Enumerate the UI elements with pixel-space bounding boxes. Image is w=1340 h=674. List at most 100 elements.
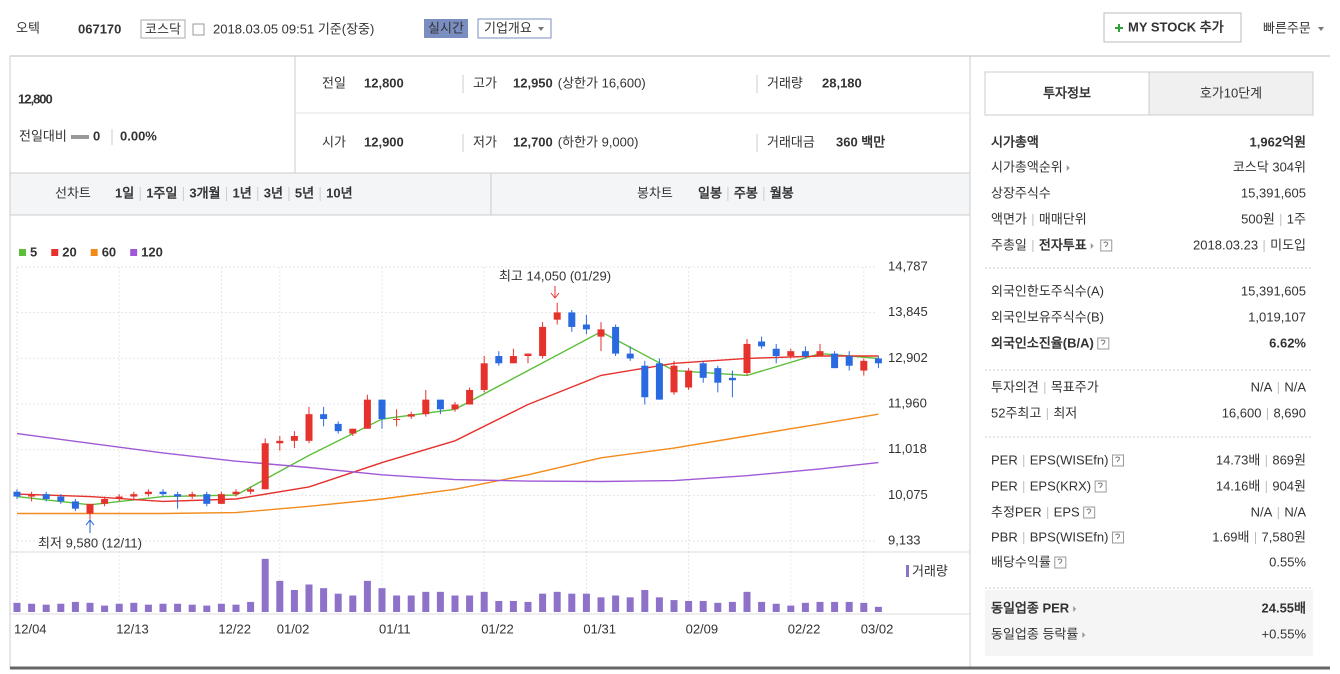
help-icon-mark [1097,482,1103,488]
info-label: 외국인보유주식수(B) [991,309,1104,324]
quick-order[interactable]: 빠른주문 [1263,20,1311,35]
info-value: 24.55배 [1262,600,1307,615]
candle-body [670,365,678,393]
info-label: BPS(WISEfn) [1030,529,1109,544]
more-arrow [1073,606,1077,612]
candle-body [568,312,576,327]
volume-bar [305,584,313,612]
my-stock-label[interactable]: MY STOCK 추가 [1128,19,1224,34]
legend-label: 5 [30,244,37,259]
candle-body [758,341,766,347]
period-tab[interactable]: 1주일 [146,185,177,200]
volume-bar [247,601,255,612]
volume-bar [801,602,809,612]
volume-bar [86,602,94,612]
volume-bar [816,601,824,612]
volume-bar [714,602,722,612]
candle-body [495,356,503,364]
volume-bar [101,605,109,612]
volume-bar [451,595,459,612]
volume-bar [612,595,620,612]
period-tab[interactable]: 3년 [264,185,283,200]
info-label: EPS [1054,504,1080,519]
volume-bar [436,591,444,612]
legend-swatch [130,249,138,256]
volume-legend-label: 거래량 [912,563,948,578]
help-icon-mark [1057,558,1063,564]
x-tick-label: 01/11 [379,621,411,636]
change-rate: 0.00% [120,128,157,143]
quote-value: 12,900 [364,134,404,149]
company-info-label[interactable]: 기업개요 [484,20,532,35]
candle-body [174,494,182,497]
candle-body [130,494,138,497]
quote-value: 12,700 [513,134,553,149]
period-tab[interactable]: 10년 [326,185,352,200]
volume-bar [71,601,79,612]
info-value: 1주 [1287,211,1306,226]
volume-bar [553,591,561,612]
info-value: +0.55% [1262,626,1307,641]
info-value: 6.62% [1269,335,1306,350]
market-badge-box [140,19,186,39]
candle-body [334,423,342,432]
my-stock-button[interactable] [1103,12,1242,43]
side-tab-label[interactable]: 호가10단계 [1200,85,1262,100]
info-label: 시가총액순위 [991,159,1063,174]
candle-body [480,363,488,390]
volume-bar [466,595,474,612]
legend-label: 60 [102,244,116,259]
info-label: 상장주식수 [991,185,1051,200]
period-tab[interactable]: 주봉 [734,185,758,200]
candle-body [787,351,795,357]
info-value: 869원 [1272,452,1306,467]
info-value: 14.16배 [1216,478,1261,493]
candle-body [743,343,751,373]
x-tick-label: 02/09 [686,621,719,636]
plus-icon-v [1118,24,1120,32]
candle-body [685,370,693,388]
candle-body [86,503,94,514]
period-tab[interactable]: 1년 [233,185,252,200]
info-label: 투자의견 [991,379,1039,394]
x-tick-label: 01/22 [481,621,514,636]
info-label: 주총일 [991,237,1027,252]
period-tab[interactable]: 일봉 [698,185,722,200]
info-label: 시가총액 [991,134,1039,149]
dropdown-arrow [1318,27,1324,31]
side-tab[interactable] [1148,71,1314,116]
info-label: PBR [991,529,1018,544]
volume-bar [568,593,576,612]
candle-body [28,494,36,497]
stock-name: 오텍 [16,20,40,35]
period-tab[interactable]: 월봉 [770,185,794,200]
volume-bar [261,558,269,612]
period-tab[interactable]: 1일 [115,185,134,200]
volume-bar [393,595,401,612]
y-tick-label: 10,075 [888,487,928,502]
volume-bar [159,603,167,612]
info-value: N/A [1284,379,1306,394]
y-tick-label: 9,133 [888,532,921,547]
change-value: 0 [93,128,100,143]
period-tab[interactable]: 5년 [295,185,314,200]
info-value: 14.73배 [1216,452,1261,467]
info-value: 1,962억원 [1250,134,1306,149]
info-value: N/A [1251,379,1273,394]
candle-body [261,443,269,490]
volume-bar [115,603,123,612]
info-value: 15,391,605 [1241,185,1306,200]
side-tab-label[interactable]: 투자정보 [1043,85,1091,100]
volume-bar [874,606,882,612]
volume-bar [407,595,415,612]
quote-label: 저가 [473,134,497,149]
quote-value: 360 백만 [836,134,885,149]
candle-body [247,489,255,492]
info-label: 52주최고 [991,405,1041,420]
candle-body [349,428,357,434]
company-info-button[interactable] [477,18,552,39]
info-value: N/A [1251,504,1273,519]
period-tab[interactable]: 3개월 [189,185,220,200]
